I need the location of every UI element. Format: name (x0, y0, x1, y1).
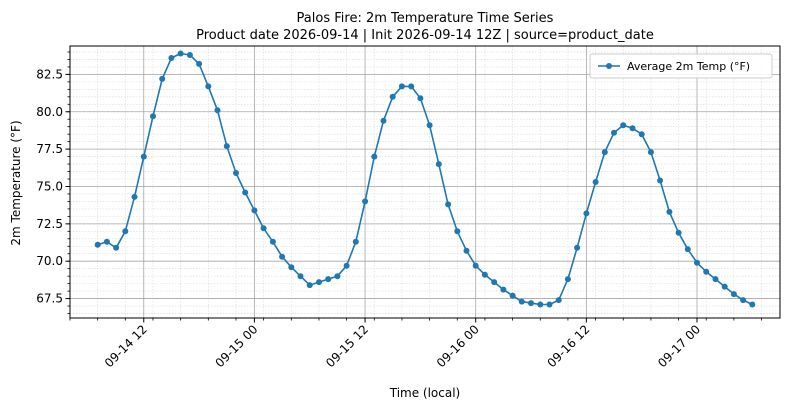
data-point (684, 246, 691, 253)
data-point (343, 262, 350, 269)
data-point (740, 297, 747, 304)
data-point (426, 122, 433, 129)
data-point (481, 271, 488, 278)
data-point (500, 286, 507, 293)
data-point (620, 122, 627, 129)
data-point (233, 170, 239, 176)
data-point (647, 149, 654, 156)
legend-entry-label: Average 2m Temp (°F) (627, 60, 750, 73)
chart-subtitle: Product date 2026-09-14 | Init 2026-09-1… (196, 28, 654, 43)
data-point (196, 60, 203, 67)
data-point (518, 298, 525, 305)
data-point (592, 179, 599, 185)
data-point (657, 177, 664, 184)
data-point (611, 129, 617, 136)
y-tick-label: 77.5 (36, 142, 63, 156)
legend-box (589, 53, 773, 79)
data-point (537, 301, 544, 308)
data-point (103, 238, 110, 245)
data-point (131, 193, 138, 200)
data-point (417, 95, 424, 102)
y-axis-label: 2m Temperature (°F) (9, 120, 23, 245)
data-point (334, 273, 341, 280)
data-point (223, 143, 230, 150)
data-point (279, 253, 286, 260)
data-point (712, 276, 719, 283)
data-point (140, 153, 147, 160)
grid (69, 46, 780, 318)
data-point (398, 83, 405, 90)
y-tick-label: 80.0 (36, 105, 63, 119)
data-point (694, 259, 700, 266)
y-tick-label: 75.0 (36, 179, 63, 193)
x-tick-label: 09-15 00 (212, 322, 260, 370)
data-point (159, 75, 166, 82)
data-point (94, 241, 101, 248)
data-point (150, 113, 156, 120)
data-point (675, 229, 682, 236)
data-point (730, 291, 737, 298)
data-point (205, 83, 212, 90)
data-point (269, 238, 276, 245)
data-point (408, 83, 415, 90)
data-point (260, 225, 267, 232)
data-point (371, 153, 378, 160)
data-point (445, 201, 452, 208)
y-tick-label: 82.5 (36, 67, 63, 81)
x-tick-label: 09-14 12 (102, 322, 150, 370)
data-point (113, 244, 120, 251)
data-point (122, 228, 129, 235)
chart-title-group: Palos Fire: 2m Temperature Time Series P… (196, 11, 654, 43)
x-axis-label: Time (local) (389, 386, 461, 400)
x-tick-label: 09-16 00 (434, 322, 482, 370)
chart-title: Palos Fire: 2m Temperature Time Series (297, 11, 554, 26)
data-point (325, 276, 332, 283)
data-point (177, 50, 184, 57)
data-point (352, 238, 359, 245)
data-point (601, 149, 608, 156)
series-line (97, 52, 753, 306)
data-point (666, 208, 673, 215)
data-point (472, 262, 479, 269)
data-point (214, 107, 221, 114)
legend: Average 2m Temp (°F) (589, 53, 773, 79)
data-point (186, 52, 193, 58)
data-point (454, 228, 461, 235)
series-layer (94, 50, 756, 308)
y-tick-label: 67.5 (36, 292, 63, 306)
data-point (509, 292, 516, 299)
data-point (389, 93, 396, 100)
data-point (435, 161, 442, 168)
data-point (528, 300, 534, 307)
data-point (583, 210, 590, 217)
data-point (168, 55, 175, 61)
x-tick-label: 09-15 12 (323, 322, 371, 370)
legend-marker (606, 63, 612, 69)
data-point (251, 207, 258, 214)
data-point (749, 301, 756, 308)
data-point (555, 297, 562, 304)
plot-frame (69, 45, 781, 319)
x-tick-label: 09-16 12 (544, 322, 592, 370)
y-tick-label: 70.0 (36, 254, 63, 268)
data-point (564, 276, 571, 283)
x-tick-label: 09-17 00 (655, 322, 703, 370)
data-point (491, 279, 498, 286)
data-point (306, 282, 313, 289)
data-point (362, 198, 369, 205)
data-point (574, 244, 581, 251)
data-point (463, 247, 470, 254)
data-point (288, 264, 295, 271)
data-point (380, 117, 387, 124)
data-point (316, 279, 322, 286)
data-point (638, 131, 645, 138)
data-point (297, 273, 304, 280)
data-point (721, 283, 728, 290)
data-point (629, 125, 636, 132)
data-point (546, 301, 553, 308)
data-point (242, 189, 249, 196)
data-point (703, 268, 710, 275)
y-tick-label: 72.5 (36, 217, 63, 231)
